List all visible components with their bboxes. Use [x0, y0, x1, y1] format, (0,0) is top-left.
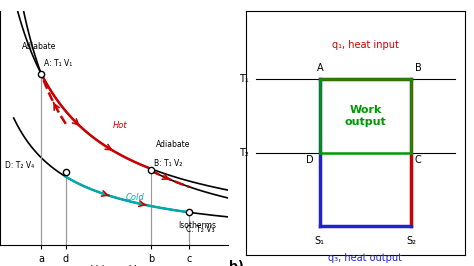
Text: Cold: Cold	[126, 193, 145, 202]
Text: C: C	[415, 155, 422, 165]
Text: Work
output: Work output	[345, 105, 386, 127]
Text: A: T₁ V₁: A: T₁ V₁	[44, 59, 72, 68]
Text: T₂: T₂	[239, 148, 248, 157]
Text: S₁: S₁	[315, 236, 325, 246]
Text: q₁, heat input: q₁, heat input	[332, 40, 399, 50]
Text: T₁: T₁	[239, 74, 248, 84]
Text: b): b)	[229, 260, 244, 266]
Text: D: D	[306, 155, 314, 165]
Text: A: A	[317, 63, 323, 73]
Text: q₃, heat output: q₃, heat output	[328, 253, 402, 263]
Text: Isotherms: Isotherms	[178, 221, 216, 230]
X-axis label: Volume,V: Volume,V	[91, 265, 137, 266]
Text: D: T₂ V₄: D: T₂ V₄	[6, 161, 35, 170]
Text: Hot: Hot	[112, 121, 127, 130]
Text: B: T₁ V₂: B: T₁ V₂	[154, 159, 182, 168]
Text: S₂: S₂	[406, 236, 416, 246]
Text: Adiabate: Adiabate	[22, 42, 56, 51]
Text: Adiabate: Adiabate	[156, 140, 191, 149]
Text: C: T₂ V₃: C: T₂ V₃	[186, 225, 215, 234]
Text: B: B	[415, 63, 422, 73]
